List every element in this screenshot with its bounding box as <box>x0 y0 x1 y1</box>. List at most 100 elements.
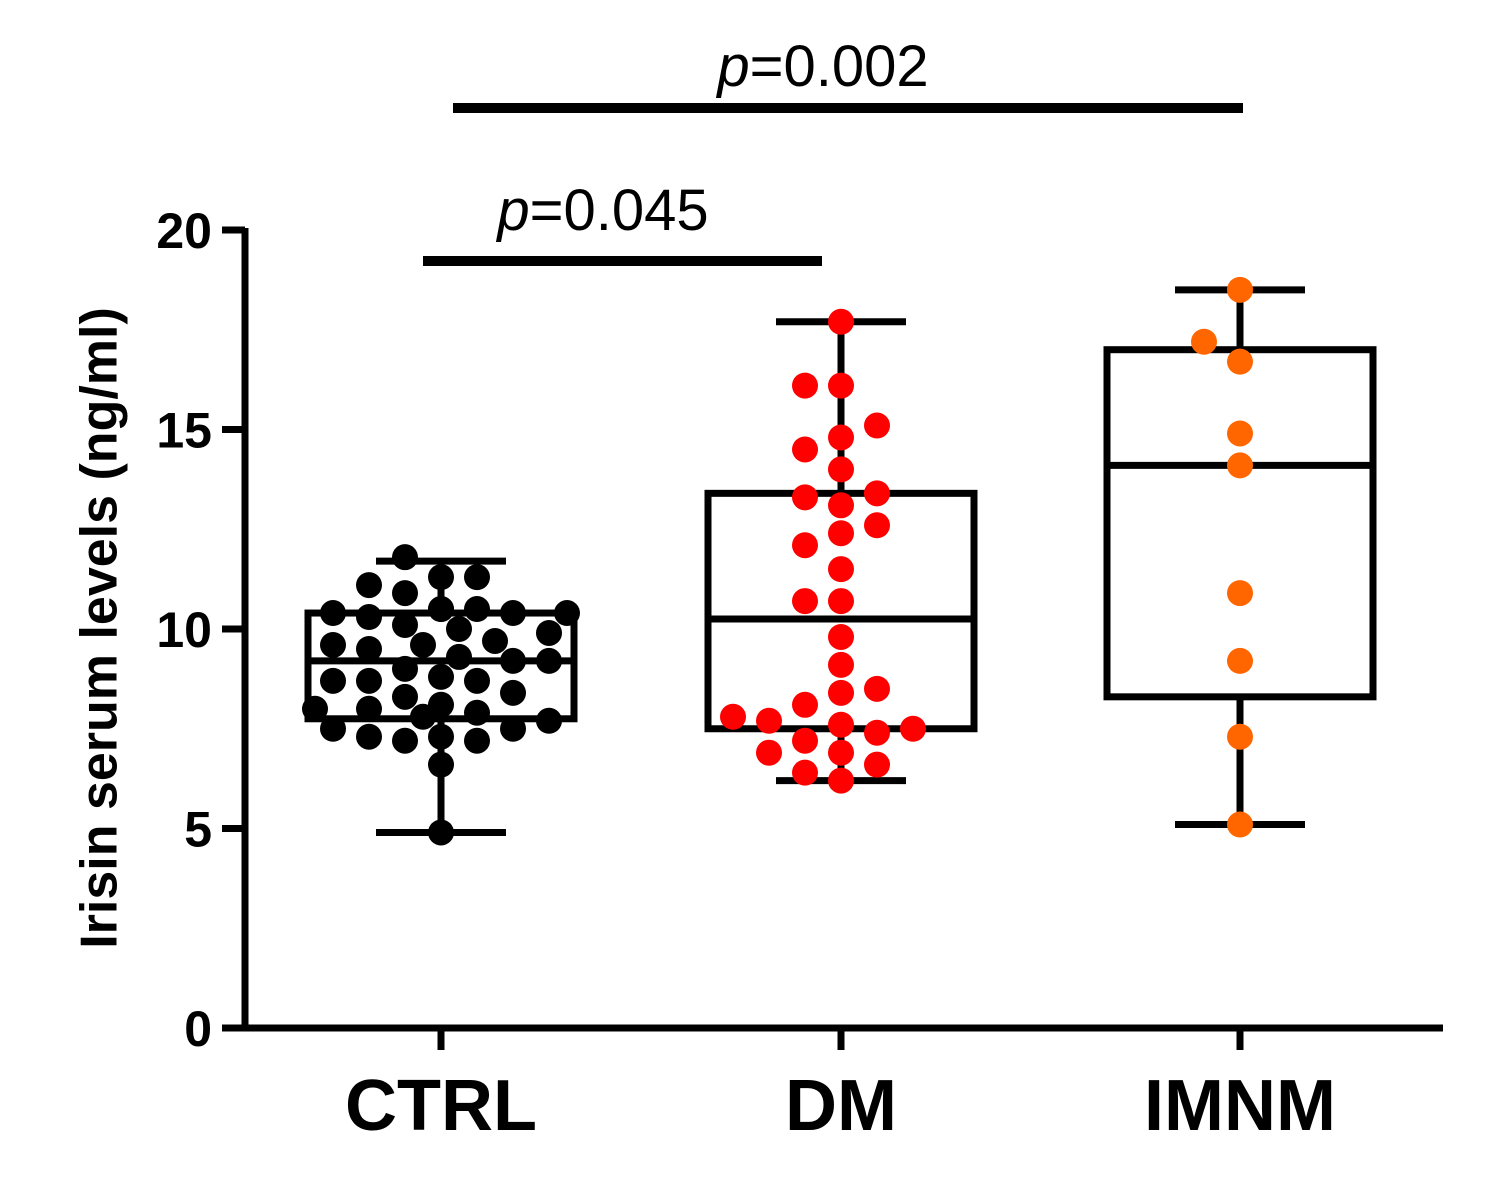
data-point-dm <box>828 588 854 615</box>
iqr-box <box>1103 346 1377 701</box>
data-point-ctrl <box>464 727 490 754</box>
data-point-imnm <box>1227 276 1253 303</box>
data-point-dm <box>792 727 818 754</box>
data-point-dm <box>828 651 854 678</box>
data-point-ctrl <box>428 723 454 750</box>
data-point-ctrl <box>320 667 346 694</box>
data-point-dm <box>792 372 818 399</box>
data-point-dm <box>864 480 890 507</box>
data-point-dm <box>864 675 890 702</box>
data-point-ctrl <box>428 819 454 846</box>
data-point-ctrl <box>500 647 526 674</box>
p-value-label: p=0.002 <box>715 34 928 99</box>
data-point-dm <box>792 436 818 463</box>
data-point-ctrl <box>428 663 454 690</box>
data-point-dm <box>792 759 818 786</box>
data-point-ctrl <box>356 635 382 662</box>
data-point-dm <box>864 719 890 746</box>
category-labels: CTRL DM IMNM <box>345 1028 1336 1146</box>
data-point-ctrl <box>428 751 454 778</box>
y-tick-label: 20 <box>156 203 212 259</box>
p-value-number: =0.002 <box>750 34 929 99</box>
data-point-imnm <box>1227 452 1253 479</box>
data-point-dm <box>792 532 818 559</box>
data-point-dm <box>828 711 854 738</box>
data-points <box>302 276 1253 846</box>
data-point-ctrl <box>356 604 382 631</box>
y-tick-label: 5 <box>184 802 212 858</box>
data-point-dm <box>864 751 890 778</box>
data-point-dm <box>828 679 854 706</box>
data-point-dm <box>864 412 890 439</box>
p-value-prefix: p <box>495 178 529 243</box>
data-point-ctrl <box>536 707 562 734</box>
data-point-dm <box>828 424 854 451</box>
data-point-ctrl <box>320 715 346 742</box>
p-value-prefix: p <box>715 34 749 99</box>
data-point-dm <box>828 556 854 583</box>
data-point-ctrl <box>554 600 580 627</box>
data-point-ctrl <box>446 643 472 670</box>
data-point-ctrl <box>392 580 418 607</box>
data-point-ctrl <box>428 691 454 718</box>
data-point-ctrl <box>446 616 472 642</box>
y-tick-label: 15 <box>156 403 212 459</box>
data-point-imnm <box>1227 420 1253 447</box>
data-point-dm <box>828 623 854 650</box>
data-point-dm <box>792 588 818 615</box>
data-point-ctrl <box>428 596 454 623</box>
data-point-ctrl <box>392 655 418 682</box>
p-value-number: =0.045 <box>530 178 709 243</box>
data-point-ctrl <box>464 699 490 726</box>
data-point-dm <box>828 372 854 399</box>
data-point-ctrl <box>464 564 490 591</box>
data-point-dm <box>720 703 746 730</box>
data-point-ctrl <box>392 683 418 710</box>
p-value-label: p=0.045 <box>495 178 708 243</box>
data-point-dm <box>864 512 890 539</box>
data-point-imnm <box>1191 328 1217 355</box>
data-point-ctrl <box>356 723 382 750</box>
data-point-ctrl <box>356 572 382 599</box>
data-point-dm <box>792 484 818 511</box>
data-point-dm <box>828 456 854 483</box>
data-point-ctrl <box>500 715 526 742</box>
data-point-ctrl <box>356 667 382 694</box>
data-point-ctrl <box>320 631 346 658</box>
data-point-ctrl <box>428 564 454 591</box>
data-point-ctrl <box>410 631 436 658</box>
y-tick-label: 10 <box>156 602 212 658</box>
data-point-dm <box>828 767 854 794</box>
data-point-ctrl <box>536 647 562 674</box>
data-point-ctrl <box>464 596 490 623</box>
data-point-imnm <box>1227 580 1253 607</box>
data-point-imnm <box>1227 647 1253 674</box>
data-point-ctrl <box>500 679 526 706</box>
data-point-dm <box>792 691 818 718</box>
data-point-dm <box>828 492 854 519</box>
data-point-ctrl <box>356 695 382 722</box>
category-label-dm: DM <box>785 1066 897 1146</box>
data-point-imnm <box>1227 811 1253 838</box>
data-point-ctrl <box>302 695 328 722</box>
category-label-imnm: IMNM <box>1144 1066 1336 1146</box>
data-point-ctrl <box>320 600 346 627</box>
y-axis-title: Irisin serum levels (ng/ml) <box>71 307 129 949</box>
data-point-ctrl <box>392 727 418 754</box>
data-point-ctrl <box>500 600 526 627</box>
y-ticks: 0 5 10 15 20 <box>156 203 245 1057</box>
data-point-dm <box>756 707 782 734</box>
data-point-dm <box>828 520 854 547</box>
data-point-imnm <box>1227 723 1253 750</box>
data-point-imnm <box>1227 348 1253 375</box>
data-point-dm <box>828 739 854 766</box>
data-point-dm <box>900 715 926 742</box>
data-point-ctrl <box>392 544 418 571</box>
data-point-ctrl <box>536 619 562 646</box>
category-label-ctrl: CTRL <box>345 1066 537 1146</box>
data-point-dm <box>828 308 854 335</box>
data-point-ctrl <box>464 667 490 694</box>
data-point-ctrl <box>482 627 508 654</box>
